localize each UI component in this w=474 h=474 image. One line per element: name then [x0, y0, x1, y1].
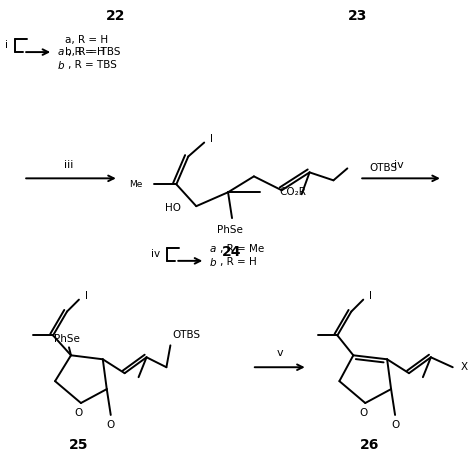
- Text: O: O: [359, 408, 367, 418]
- Text: a, R = H: a, R = H: [65, 35, 108, 45]
- Text: 26: 26: [360, 438, 379, 452]
- Text: $a$: $a$: [209, 244, 217, 254]
- Text: O: O: [391, 420, 399, 430]
- Text: PhSe: PhSe: [54, 334, 80, 345]
- Text: $a$: $a$: [57, 47, 65, 57]
- Text: X: X: [461, 362, 468, 372]
- Text: HO: HO: [165, 203, 182, 213]
- Text: OTBS: OTBS: [369, 164, 397, 173]
- Text: OTBS: OTBS: [173, 330, 201, 340]
- Text: , R = TBS: , R = TBS: [68, 60, 117, 70]
- Text: , R = Me: , R = Me: [220, 244, 264, 254]
- Text: CO₂R: CO₂R: [280, 187, 307, 197]
- Text: iv: iv: [151, 249, 161, 259]
- Text: Me: Me: [129, 180, 143, 189]
- Text: I: I: [210, 134, 213, 144]
- Text: b, R = TBS: b, R = TBS: [65, 47, 120, 57]
- Text: 24: 24: [222, 245, 242, 259]
- Text: I: I: [85, 291, 88, 301]
- Text: 25: 25: [69, 438, 89, 452]
- Text: O: O: [75, 408, 83, 418]
- Text: iv: iv: [394, 160, 404, 171]
- Text: O: O: [107, 420, 115, 430]
- Text: 23: 23: [347, 9, 367, 23]
- Text: iii: iii: [64, 160, 73, 171]
- Text: 22: 22: [106, 9, 126, 23]
- Text: , R = H: , R = H: [220, 257, 257, 267]
- Text: PhSe: PhSe: [217, 225, 243, 235]
- Text: I: I: [369, 291, 372, 301]
- Text: , R = H: , R = H: [68, 47, 105, 57]
- Text: i: i: [5, 40, 9, 50]
- Text: v: v: [276, 348, 283, 358]
- Text: $b$: $b$: [209, 256, 217, 268]
- Text: $b$: $b$: [57, 59, 65, 71]
